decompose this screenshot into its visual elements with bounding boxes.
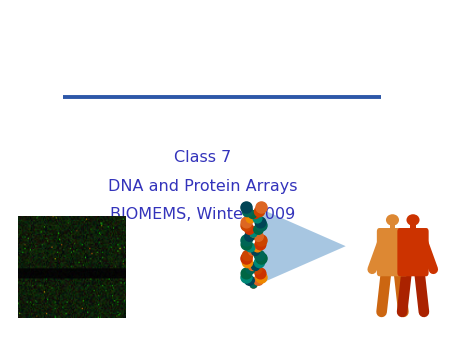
Ellipse shape (386, 214, 399, 226)
Bar (390, 222, 396, 232)
Text: DNA and Protein Arrays: DNA and Protein Arrays (108, 179, 297, 194)
FancyBboxPatch shape (377, 228, 408, 276)
FancyBboxPatch shape (397, 228, 429, 276)
Text: BIOMEMS, Winter 2009: BIOMEMS, Winter 2009 (110, 208, 295, 222)
Bar (410, 222, 416, 232)
Ellipse shape (406, 214, 419, 226)
Text: Class 7: Class 7 (174, 150, 231, 165)
Polygon shape (257, 207, 346, 285)
